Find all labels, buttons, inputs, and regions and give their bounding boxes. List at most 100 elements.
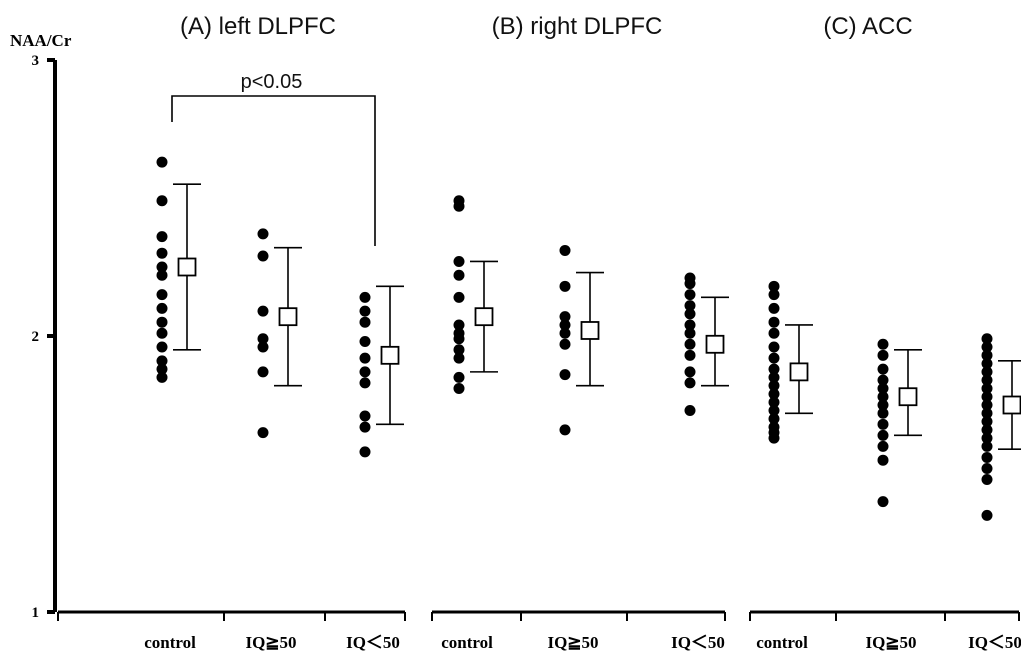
data-point: [559, 424, 571, 436]
data-point: [684, 278, 696, 290]
y-tick-label: 1: [32, 605, 40, 621]
data-point: [768, 352, 780, 364]
data-point: [559, 311, 571, 323]
data-point: [768, 363, 780, 375]
data-point: [559, 327, 571, 339]
data-point: [156, 355, 168, 367]
data-point: [768, 371, 780, 383]
data-point: [156, 327, 168, 339]
chart-labels: 1 2 3 NAA/Cr (A) left DLPFC control IQ≧50 IQ＜50…: [10, 13, 1021, 652]
significance-bracket: [171, 95, 376, 246]
data-point: [453, 382, 465, 394]
data-point: [359, 336, 371, 348]
category-label: control: [144, 633, 196, 652]
data-point: [877, 338, 889, 350]
data-point: [768, 405, 780, 417]
data-point: [453, 352, 465, 364]
data-point: [257, 333, 269, 345]
data-point: [981, 366, 993, 378]
category-label: control: [756, 633, 808, 652]
data-point: [768, 341, 780, 353]
data-point: [453, 371, 465, 383]
data-point: [156, 341, 168, 353]
data-point: [877, 382, 889, 394]
data-point: [684, 338, 696, 350]
data-point: [684, 319, 696, 331]
data-point: [453, 269, 465, 281]
category-label: IQ≧50: [245, 633, 296, 652]
data-point: [981, 416, 993, 428]
category-label: IQ≧50: [547, 633, 598, 652]
data-point: [981, 474, 993, 486]
data-point: [156, 247, 168, 259]
data-point: [156, 231, 168, 243]
data-point: [257, 305, 269, 317]
data-point: [877, 429, 889, 441]
data-point: [156, 363, 168, 375]
y-axis-label: NAA/Cr: [10, 31, 72, 50]
data-point: [981, 341, 993, 353]
data-point: [768, 289, 780, 301]
data-point: [156, 316, 168, 328]
data-point: [768, 280, 780, 292]
data-point: [156, 156, 168, 168]
data-point: [257, 250, 269, 262]
data-point: [559, 244, 571, 256]
data-point: [768, 302, 780, 314]
data-point: [359, 352, 371, 364]
data-point: [768, 327, 780, 339]
category-label: IQ＜50: [671, 633, 725, 652]
data-point: [684, 366, 696, 378]
data-point: [453, 200, 465, 212]
category-label: IQ＜50: [346, 633, 400, 652]
data-point: [981, 509, 993, 521]
data-point: [981, 382, 993, 394]
data-point: [559, 319, 571, 331]
data-point: [559, 280, 571, 292]
data-point: [877, 440, 889, 452]
axes: [47, 58, 1020, 621]
data-point: [981, 358, 993, 370]
data-point: [877, 363, 889, 375]
category-label: IQ≧50: [865, 633, 916, 652]
panel-title: (B) right DLPFC: [492, 13, 663, 40]
data-point: [257, 366, 269, 378]
category-label: control: [441, 633, 493, 652]
data-point: [684, 308, 696, 320]
data-point: [684, 405, 696, 417]
data-point: [981, 374, 993, 386]
data-point: [453, 291, 465, 303]
mean-marker: [278, 307, 298, 327]
data-point: [877, 418, 889, 430]
data-point: [359, 291, 371, 303]
data-point: [156, 289, 168, 301]
data-point: [156, 302, 168, 314]
data-point: [257, 341, 269, 353]
data-point: [359, 446, 371, 458]
data-point: [877, 407, 889, 419]
data-point: [156, 195, 168, 207]
data-point: [156, 371, 168, 383]
data-point: [768, 380, 780, 392]
mean-marker: [898, 387, 918, 407]
data-point: [359, 316, 371, 328]
data-point: [877, 496, 889, 508]
data-point: [684, 300, 696, 312]
panel-title: (C) ACC: [823, 13, 912, 40]
mean-marker: [580, 321, 600, 340]
data-point: [877, 391, 889, 403]
mean-marker: [177, 257, 197, 277]
data-point: [684, 349, 696, 361]
data-point: [877, 454, 889, 466]
data-point: [877, 399, 889, 411]
mean-marker: [705, 334, 725, 354]
data-point: [768, 413, 780, 425]
mean-marker: [1002, 395, 1021, 415]
mean-marker: [474, 307, 494, 327]
data-point: [768, 316, 780, 328]
data-point: [684, 289, 696, 301]
data-point: [981, 333, 993, 345]
data-point: [359, 421, 371, 433]
data-point: [156, 261, 168, 273]
